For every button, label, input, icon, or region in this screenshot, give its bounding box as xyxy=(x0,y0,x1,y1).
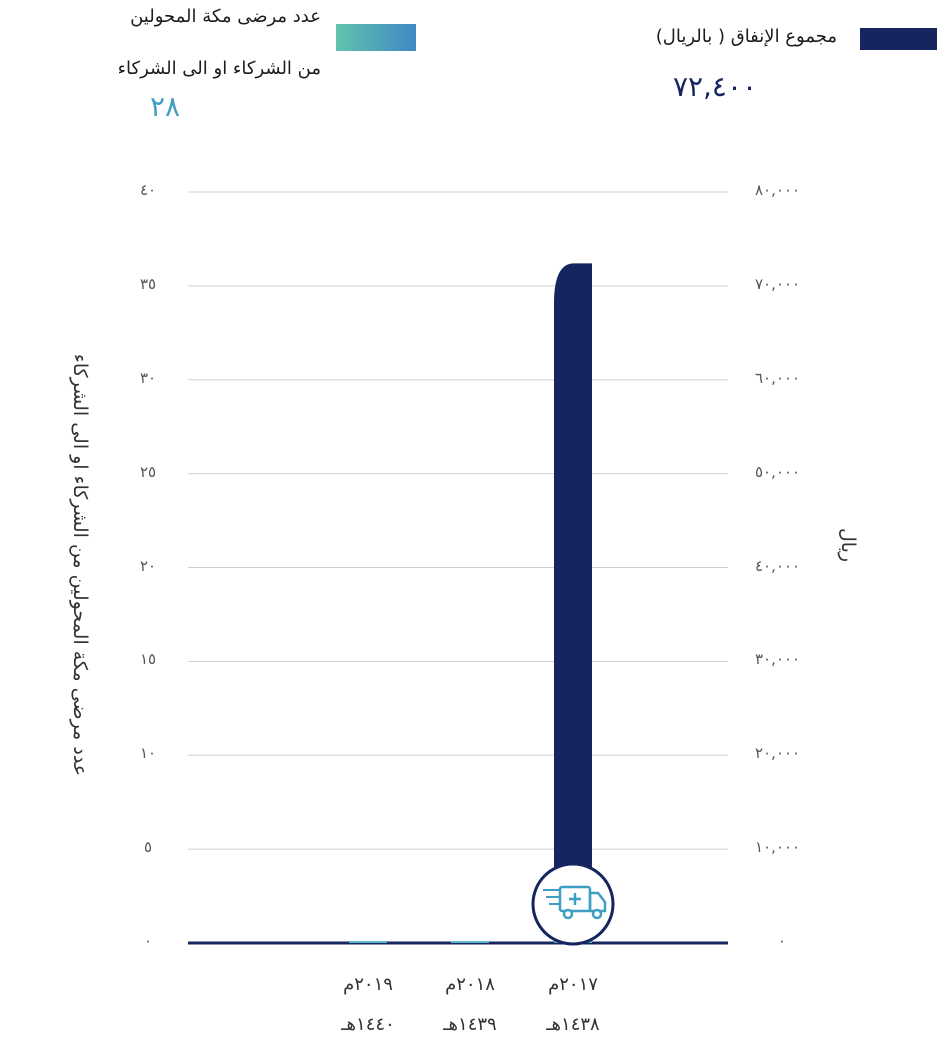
right-tick-label: ٨٠,٠٠٠ xyxy=(755,181,801,199)
right-tick-label: ٧٠,٠٠٠ xyxy=(755,274,801,293)
category-label-gregorian: ٢٠١٨م xyxy=(445,974,495,995)
left-tick-label: ٤٠ xyxy=(139,181,157,199)
right-tick-label: ٥٠,٠٠٠ xyxy=(755,462,801,481)
category-label-hijri: ١٤٤٠هـ xyxy=(341,1014,395,1035)
left-tick-label: ١٥ xyxy=(139,650,157,669)
category-label-gregorian: ٢٠١٧م xyxy=(548,974,598,995)
legend-swatch-spending xyxy=(860,28,937,50)
left-tick-label: ٢٠ xyxy=(139,556,157,575)
legend-value-patients: ٢٨ xyxy=(149,90,181,123)
right-tick-label: ٦٠,٠٠٠ xyxy=(755,368,801,387)
left-tick-label: ٥ xyxy=(143,838,153,857)
category-label-hijri: ١٤٣٩هـ xyxy=(443,1014,497,1035)
right-tick-label: ٤٠,٠٠٠ xyxy=(755,556,801,575)
legend-swatch-patients xyxy=(336,24,416,51)
legend-label-spending: مجموع الإنفاق ( بالريال) xyxy=(655,26,837,47)
left-tick-label: ١٠ xyxy=(139,744,157,763)
right-tick-label: ١٠,٠٠٠ xyxy=(755,838,801,857)
left-tick-label: ٣٥ xyxy=(139,274,157,293)
right-tick-label: ٠ xyxy=(778,932,787,950)
right-tick-label: ٢٠,٠٠٠ xyxy=(755,744,801,763)
category-label-gregorian: ٢٠١٩م xyxy=(343,974,393,995)
right-tick-label: ٣٠,٠٠٠ xyxy=(755,650,801,669)
bar-spending xyxy=(554,263,592,904)
ambulance-truck-icon xyxy=(531,862,615,946)
legend-label-patients-line1: عدد مرضى مكة المحولين xyxy=(130,6,321,27)
bar-patients xyxy=(349,941,387,943)
legend-label-patients-line2: من الشركاء او الى الشركاء xyxy=(117,58,321,79)
left-tick-label: ٠ xyxy=(143,932,153,950)
bar-patients xyxy=(451,941,489,943)
legend-value-spending: ٧٢,٤٠٠ xyxy=(672,70,758,103)
left-tick-label: ٣٠ xyxy=(139,368,157,387)
left-tick-label: ٢٥ xyxy=(139,462,157,481)
category-label-hijri: ١٤٣٨هـ xyxy=(546,1014,600,1035)
